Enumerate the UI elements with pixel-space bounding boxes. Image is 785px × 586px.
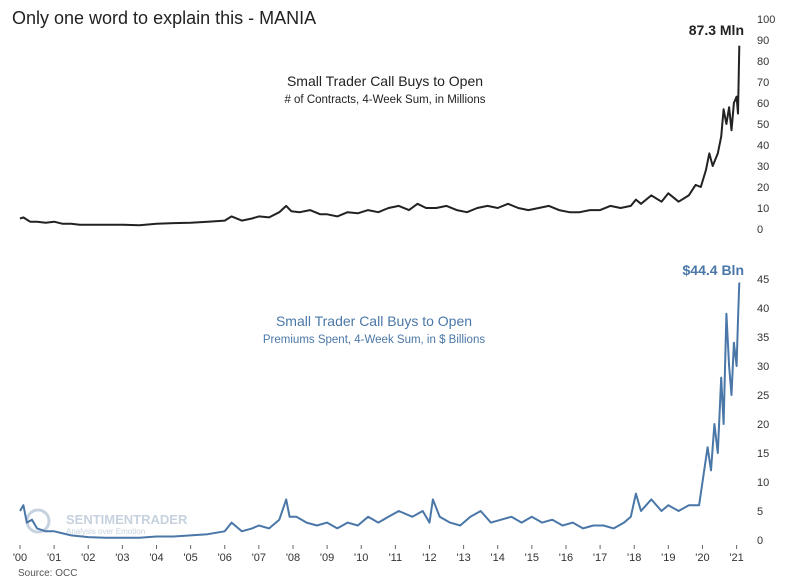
x-tick-label: '03 [115,552,129,564]
x-tick-label: '05 [183,552,197,564]
chart-title: Only one word to explain this - MANIA [12,8,317,28]
top-y-tick-label: 20 [757,182,769,194]
top-chart-title: Small Trader Call Buys to Open [287,73,483,89]
x-tick-label: '04 [149,552,163,564]
bottom-y-tick-label: 40 [757,303,769,315]
x-tick-label: '17 [593,552,607,564]
top-y-tick-label: 100 [757,14,775,26]
top-y-tick-label: 50 [757,119,769,131]
x-tick-label: '00 [13,552,27,564]
bottom-y-tick-label: 30 [757,361,769,373]
bottom-y-tick-label: 15 [757,448,769,460]
x-tick-label: '06 [218,552,232,564]
x-tick-label: '08 [286,552,300,564]
x-tick-label: '14 [491,552,505,564]
bottom-series-line [19,282,741,539]
bottom-y-tick-label: 10 [757,477,769,489]
bottom-chart-title: Small Trader Call Buys to Open [276,313,472,329]
bottom-y-tick-label: 20 [757,419,769,431]
x-tick-label: '10 [354,552,368,564]
watermark-brand: SENTIMENTRADER [66,512,188,527]
watermark-tagline: Analysis over Emotion [66,527,145,536]
bottom-end-label: $44.4 Bln [683,262,744,278]
x-tick-label: '21 [729,552,743,564]
bottom-y-tick-label: 25 [757,390,769,402]
bottom-y-axis: 0 5 10 15 20 25 30 35 40 45 [757,274,769,547]
source-note: Source: OCC [18,568,78,579]
x-tick-label: '11 [389,552,403,564]
top-end-label: 87.3 Mln [689,22,744,38]
bottom-y-tick-label: 5 [757,506,763,518]
top-y-tick-label: 40 [757,140,769,152]
top-y-tick-label: 60 [757,98,769,110]
x-tick-label: '02 [81,552,95,564]
bottom-chart-subtitle: Premiums Spent, 4-Week Sum, in $ Billion… [263,334,485,346]
bottom-y-tick-label: 35 [757,332,769,344]
series-lines [19,45,741,539]
top-y-tick-label: 10 [757,203,769,215]
x-tick-label: '15 [525,552,539,564]
top-y-tick-label: 30 [757,161,769,173]
x-tick-label: '13 [456,552,470,564]
x-tick-label: '18 [627,552,641,564]
top-y-tick-label: 90 [757,35,769,47]
top-chart-subtitle: # of Contracts, 4-Week Sum, in Millions [284,94,485,106]
x-axis: '00 '01 '02 '03 '04 '05 '06 '07 '08 '09 '10 '11 '12 '… [13,545,744,564]
bottom-y-tick-label: 0 [757,535,763,547]
x-tick-label: '19 [661,552,675,564]
x-tick-label: '20 [695,552,709,564]
bottom-y-tick-label: 45 [757,274,769,286]
x-tick-label: '16 [559,552,573,564]
x-tick-label: '09 [320,552,334,564]
top-series-line [19,45,741,227]
top-y-axis: 0 10 20 30 40 50 60 70 80 90 100 [757,14,775,236]
top-y-tick-label: 80 [757,56,769,68]
top-y-tick-label: 70 [757,77,769,89]
x-tick-label: '01 [47,552,61,564]
x-tick-label: '12 [422,552,436,564]
x-tick-label: '07 [252,552,266,564]
top-y-tick-label: 0 [757,224,763,236]
